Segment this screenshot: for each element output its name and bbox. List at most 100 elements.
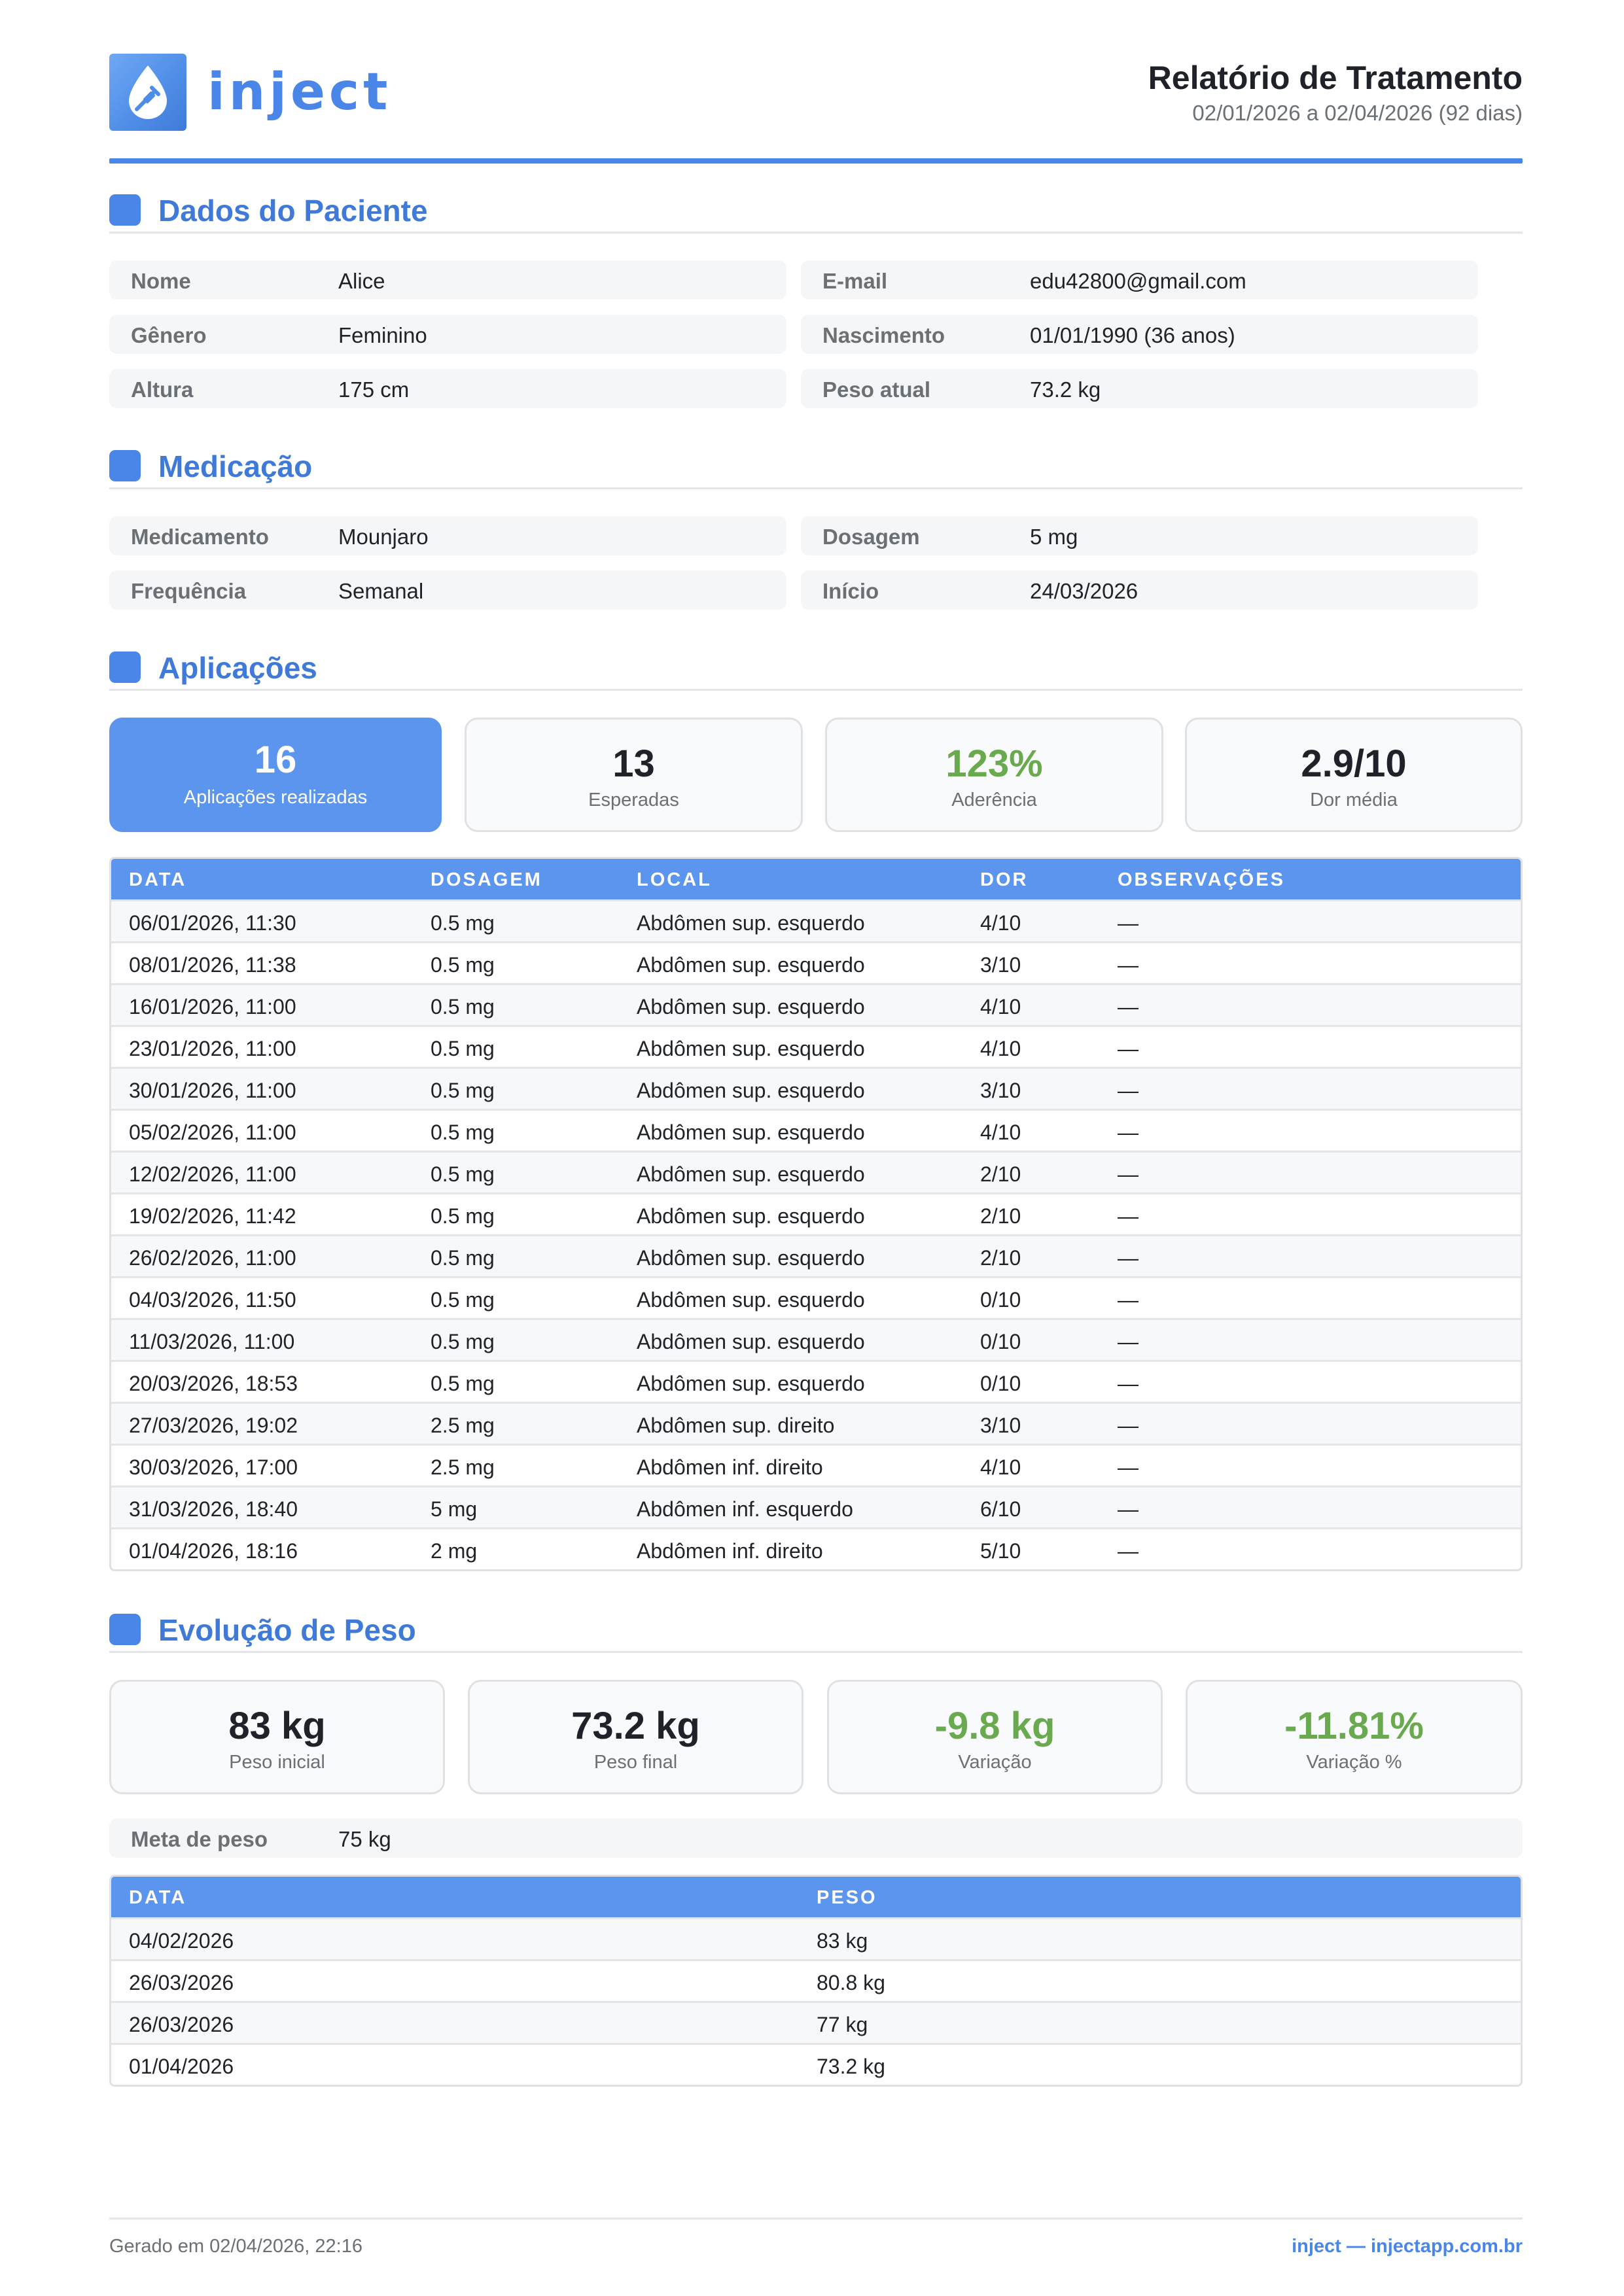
table-cell: 06/01/2026, 11:30 (129, 911, 296, 935)
table-row: 26/02/2026, 11:00 0.5 mg Abdômen sup. esqu… (111, 1234, 1521, 1276)
table-cell: 5 mg (431, 1497, 478, 1521)
table-cell: 2/10 (980, 1162, 1021, 1186)
table-cell: Abdômen sup. direito (637, 1414, 835, 1437)
info-value: 175 cm (338, 377, 410, 402)
table-cell: 3/10 (980, 1079, 1021, 1102)
report-page: inject Relatório de Tratamento 02/01/202… (109, 0, 1523, 2296)
weight-goal-row: Meta de peso 75 kg (109, 1818, 1523, 1858)
section-marker (109, 194, 141, 226)
table-cell: 6/10 (980, 1497, 1021, 1521)
table-row: 31/03/2026, 18:40 5 mg Abdômen inf. esquer… (111, 1486, 1521, 1527)
info-value: 5 mg (1030, 525, 1078, 549)
table-cell: 30/01/2026, 11:00 (129, 1079, 296, 1102)
table-cell: 01/04/2026 (129, 2055, 234, 2078)
table-cell: 26/03/2026 (129, 2013, 234, 2036)
table-cell: 4/10 (980, 1455, 1021, 1479)
table-cell: 4/10 (980, 995, 1021, 1018)
stat-label: Peso final (593, 1752, 678, 1773)
table-cell: 0.5 mg (431, 1288, 495, 1312)
table-body: 04/02/2026 83 kg 26/03/2026 80.8 kg 26/03/20… (111, 1917, 1521, 2085)
section-marker (109, 450, 141, 481)
info-value: Mounjaro (338, 525, 429, 549)
table-cell: Abdômen sup. esquerdo (637, 1330, 865, 1353)
table-cell: Abdômen sup. esquerdo (637, 1204, 865, 1228)
table-row: 30/03/2026, 17:00 2.5 mg Abdômen inf. dire… (111, 1444, 1521, 1486)
stat-card-avg-pain: 2.9/10 Dor média (1185, 718, 1523, 832)
report-header: inject Relatório de Tratamento 02/01/202… (109, 54, 1523, 165)
info-label: Dosagem (822, 525, 920, 549)
table-cell: — (1118, 1539, 1139, 1563)
info-value: edu42800@gmail.com (1030, 269, 1246, 293)
table-cell: 4/10 (980, 1037, 1021, 1060)
table-cell: — (1118, 1288, 1139, 1312)
footer-link[interactable]: inject — injectapp.com.br (1292, 2236, 1523, 2257)
table-row: 16/01/2026, 11:00 0.5 mg Abdômen sup. esqu… (111, 983, 1521, 1025)
info-label: Início (822, 579, 879, 603)
table-body: 06/01/2026, 11:30 0.5 mg Abdômen sup. esqu… (111, 899, 1521, 1569)
info-value: 73.2 kg (1030, 377, 1101, 402)
table-cell: Abdômen sup. esquerdo (637, 1288, 865, 1312)
table-cell: Abdômen sup. esquerdo (637, 1372, 865, 1395)
table-cell: 04/02/2026 (129, 1929, 234, 1953)
info-label: Medicamento (131, 525, 269, 549)
stat-label: Aderência (951, 790, 1037, 810)
report-title: Relatório de Tratamento (1148, 60, 1523, 96)
info-label: Gênero (131, 323, 207, 347)
stat-label: Peso inicial (229, 1752, 325, 1773)
table-cell: — (1118, 995, 1139, 1018)
info-row-drug: Medicamento Mounjaro (109, 516, 786, 555)
footer-divider (109, 2218, 1523, 2219)
table-cell: 3/10 (980, 953, 1021, 977)
stat-value: 16 (254, 739, 297, 781)
stat-label: Variação % (1306, 1752, 1402, 1773)
table-row: 26/03/2026 80.8 kg (111, 1959, 1521, 2001)
info-value: Alice (338, 269, 385, 293)
medication-section: Medicação (109, 444, 1523, 489)
table-cell: — (1118, 1079, 1139, 1102)
stat-card-adherence: 123% Aderência (825, 718, 1163, 832)
info-row-dose: Dosagem 5 mg (801, 516, 1478, 555)
table-cell: 26/03/2026 (129, 1971, 234, 1994)
table-cell: 80.8 kg (817, 1971, 885, 1994)
table-row: 11/03/2026, 11:00 0.5 mg Abdômen sup. esqu… (111, 1318, 1521, 1360)
weight-table: DATA PESO 04/02/2026 83 kg 26/03/2026 80.8 … (109, 1875, 1523, 2087)
table-cell: Abdômen inf. direito (637, 1539, 823, 1563)
table-row: 30/01/2026, 11:00 0.5 mg Abdômen sup. esqu… (111, 1067, 1521, 1109)
stat-card-expected: 13 Esperadas (465, 718, 803, 832)
table-cell: 08/01/2026, 11:38 (129, 953, 296, 977)
table-cell: 0/10 (980, 1372, 1021, 1395)
table-cell: 0.5 mg (431, 953, 495, 977)
generated-timestamp: Gerado em 02/04/2026, 22:16 (109, 2236, 362, 2257)
stat-value: 2.9/10 (1301, 742, 1407, 785)
drop-syringe-icon (109, 54, 186, 131)
table-cell: Abdômen inf. esquerdo (637, 1497, 853, 1521)
table-cell: 0.5 mg (431, 1121, 495, 1144)
table-row: 06/01/2026, 11:30 0.5 mg Abdômen sup. esqu… (111, 899, 1521, 941)
table-row: 27/03/2026, 19:02 2.5 mg Abdômen sup. dire… (111, 1402, 1521, 1444)
stat-value: 73.2 kg (571, 1705, 700, 1747)
table-cell: — (1118, 1037, 1139, 1060)
table-cell: 23/01/2026, 11:00 (129, 1037, 296, 1060)
table-cell: 0.5 mg (431, 1372, 495, 1395)
section-marker (109, 652, 141, 683)
table-cell: 20/03/2026, 18:53 (129, 1372, 298, 1395)
table-row: 01/04/2026 73.2 kg (111, 2043, 1521, 2085)
header-divider (109, 158, 1523, 164)
report-date-range: 02/01/2026 a 02/04/2026 (92 dias) (1192, 101, 1523, 125)
stat-label: Esperadas (588, 790, 679, 810)
section-title: Aplicações (158, 651, 317, 685)
table-cell: — (1118, 1246, 1139, 1270)
table-cell: 4/10 (980, 911, 1021, 935)
info-value: Feminino (338, 323, 427, 347)
table-cell: — (1118, 1455, 1139, 1479)
table-cell: 01/04/2026, 18:16 (129, 1539, 298, 1563)
column-header-site: LOCAL (637, 869, 712, 890)
table-cell: 2/10 (980, 1246, 1021, 1270)
table-cell: Abdômen sup. esquerdo (637, 1037, 865, 1060)
table-cell: 77 kg (817, 2013, 868, 2036)
table-row: 08/01/2026, 11:38 0.5 mg Abdômen sup. esqu… (111, 941, 1521, 983)
table-row: 26/03/2026 77 kg (111, 2001, 1521, 2043)
table-cell: Abdômen sup. esquerdo (637, 1079, 865, 1102)
table-cell: Abdômen sup. esquerdo (637, 1246, 865, 1270)
table-cell: Abdômen inf. direito (637, 1455, 823, 1479)
